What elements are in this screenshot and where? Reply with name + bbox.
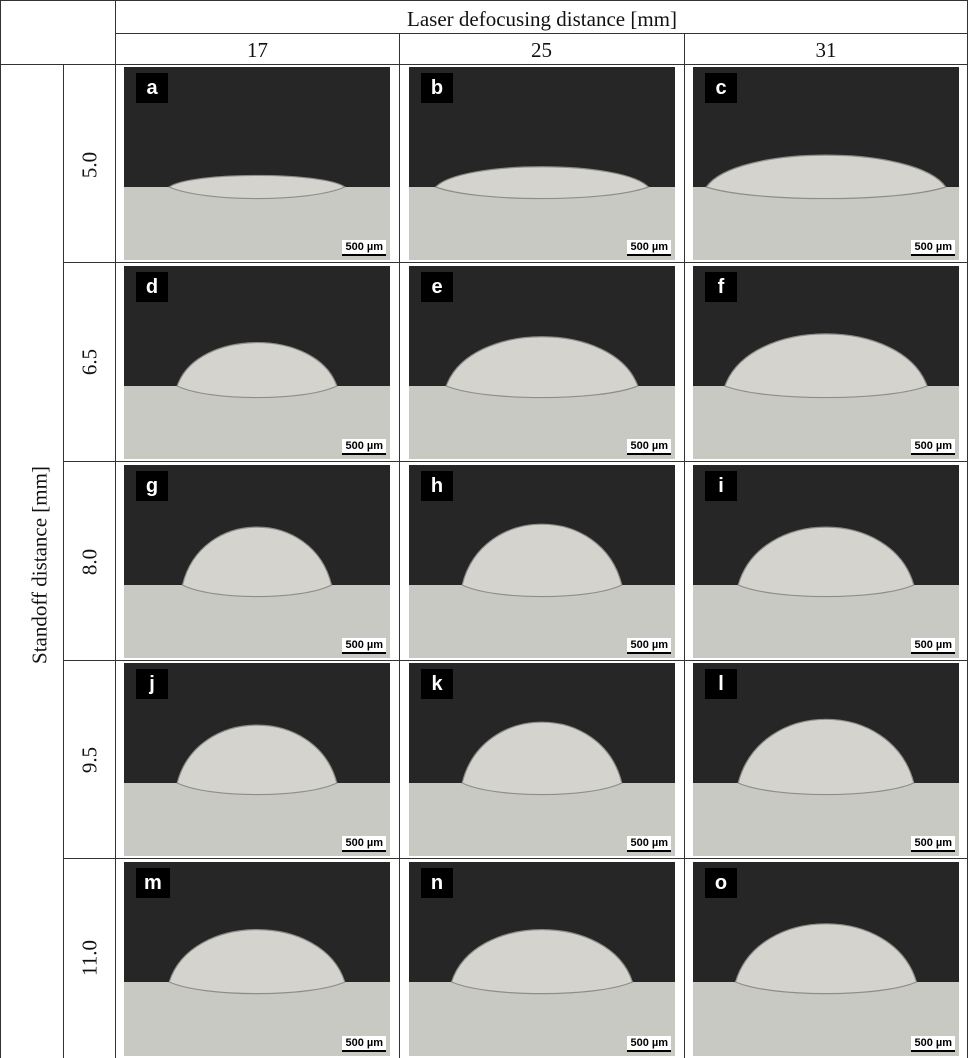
scale-bar: 500 µm <box>342 240 386 256</box>
panel-label: a <box>136 73 168 103</box>
micrograph-panel-f: f 500 µm <box>693 266 959 459</box>
clad-bead <box>434 166 650 200</box>
panel-label: g <box>136 471 168 501</box>
row-divider-4 <box>63 858 968 859</box>
col-divider-2 <box>684 33 685 1058</box>
panel-label: m <box>136 868 170 898</box>
micrograph-panel-o: o 500 µm <box>693 862 959 1056</box>
panel-label: f <box>705 272 737 302</box>
micrograph-panel-d: d 500 µm <box>124 266 390 459</box>
column-header-31: 31 <box>815 38 837 62</box>
scale-bar: 500 µm <box>342 1036 386 1052</box>
panel-label: h <box>421 471 453 501</box>
scale-bar: 500 µm <box>911 439 955 455</box>
clad-bead <box>734 923 918 995</box>
panel-label: i <box>705 471 737 501</box>
clad-bead <box>461 721 623 796</box>
scale-bar: 500 µm <box>627 1036 671 1052</box>
micrograph-panel-e: e 500 µm <box>409 266 675 459</box>
micrograph-image <box>693 862 959 1056</box>
panel-label: n <box>421 868 453 898</box>
scale-bar: 500 µm <box>342 638 386 654</box>
row-divider-1 <box>63 262 968 263</box>
table-top-border <box>0 0 968 1</box>
micrograph-panel-c: c 500 µm <box>693 67 959 260</box>
clad-bead <box>705 154 947 200</box>
micrograph-panel-b: b 500 µm <box>409 67 675 260</box>
micrograph-panel-h: h 500 µm <box>409 465 675 658</box>
panel-label: j <box>136 669 168 699</box>
header-bottom-hline <box>0 64 968 65</box>
col-divider-1 <box>399 33 400 1058</box>
clad-bead <box>168 929 346 995</box>
row-label-11-0: 11.0 <box>77 940 102 976</box>
micrograph-panel-g: g 500 µm <box>124 465 390 658</box>
y-axis-title: Standoff distance [mm] <box>27 466 52 664</box>
clad-bead <box>176 724 338 796</box>
row-divider-2 <box>63 461 968 462</box>
clad-bead <box>724 333 928 399</box>
header-vline <box>115 0 116 1058</box>
column-header-17: 17 <box>247 38 268 62</box>
scale-bar: 500 µm <box>627 240 671 256</box>
micrograph-image <box>693 67 959 260</box>
scale-bar: 500 µm <box>627 638 671 654</box>
clad-bead <box>737 718 915 796</box>
micrograph-image <box>409 67 675 260</box>
micrograph-panel-a: a 500 µm <box>124 67 390 260</box>
micrograph-panel-n: n 500 µm <box>409 862 675 1056</box>
clad-bead <box>168 174 346 200</box>
scale-bar: 500 µm <box>911 638 955 654</box>
panel-label: k <box>421 669 453 699</box>
row-divider-3 <box>63 660 968 661</box>
column-header-25: 25 <box>531 38 552 62</box>
clad-bead <box>176 341 338 399</box>
scale-bar: 500 µm <box>911 836 955 852</box>
clad-bead <box>181 526 333 598</box>
scale-bar: 500 µm <box>342 836 386 852</box>
micrograph-image <box>124 266 390 459</box>
scale-bar: 500 µm <box>627 836 671 852</box>
clad-bead <box>737 526 915 598</box>
clad-bead <box>450 929 634 995</box>
row-label-8-0: 8.0 <box>77 548 102 576</box>
scale-bar: 500 µm <box>342 439 386 455</box>
scale-bar: 500 µm <box>627 439 671 455</box>
clad-bead <box>461 523 623 598</box>
row-label-5-0: 5.0 <box>77 151 102 179</box>
scale-bar: 500 µm <box>911 240 955 256</box>
micrograph-panel-j: j 500 µm <box>124 663 390 856</box>
micrograph-image <box>124 465 390 658</box>
table-left-border <box>0 0 1 1058</box>
micrograph-panel-l: l 500 µm <box>693 663 959 856</box>
micrograph-panel-k: k 500 µm <box>409 663 675 856</box>
panel-label: b <box>421 73 453 103</box>
row-label-9-5: 9.5 <box>77 746 102 774</box>
panel-label: c <box>705 73 737 103</box>
panel-label: l <box>705 669 737 699</box>
micrograph-panel-i: i 500 µm <box>693 465 959 658</box>
clad-bead <box>445 336 639 399</box>
panel-label: e <box>421 272 453 302</box>
micrograph-panel-m: m 500 µm <box>124 862 390 1056</box>
scale-bar: 500 µm <box>911 1036 955 1052</box>
micrograph-image <box>409 465 675 658</box>
panel-label: o <box>705 868 737 898</box>
row-label-6-5: 6.5 <box>77 348 102 376</box>
rowlabel-vline <box>63 64 64 1058</box>
micrograph-image <box>693 465 959 658</box>
column-group-title: Laser defocusing distance [mm] <box>407 7 677 31</box>
micrograph-image <box>693 266 959 459</box>
header-mid-hline <box>115 33 968 34</box>
panel-label: d <box>136 272 168 302</box>
